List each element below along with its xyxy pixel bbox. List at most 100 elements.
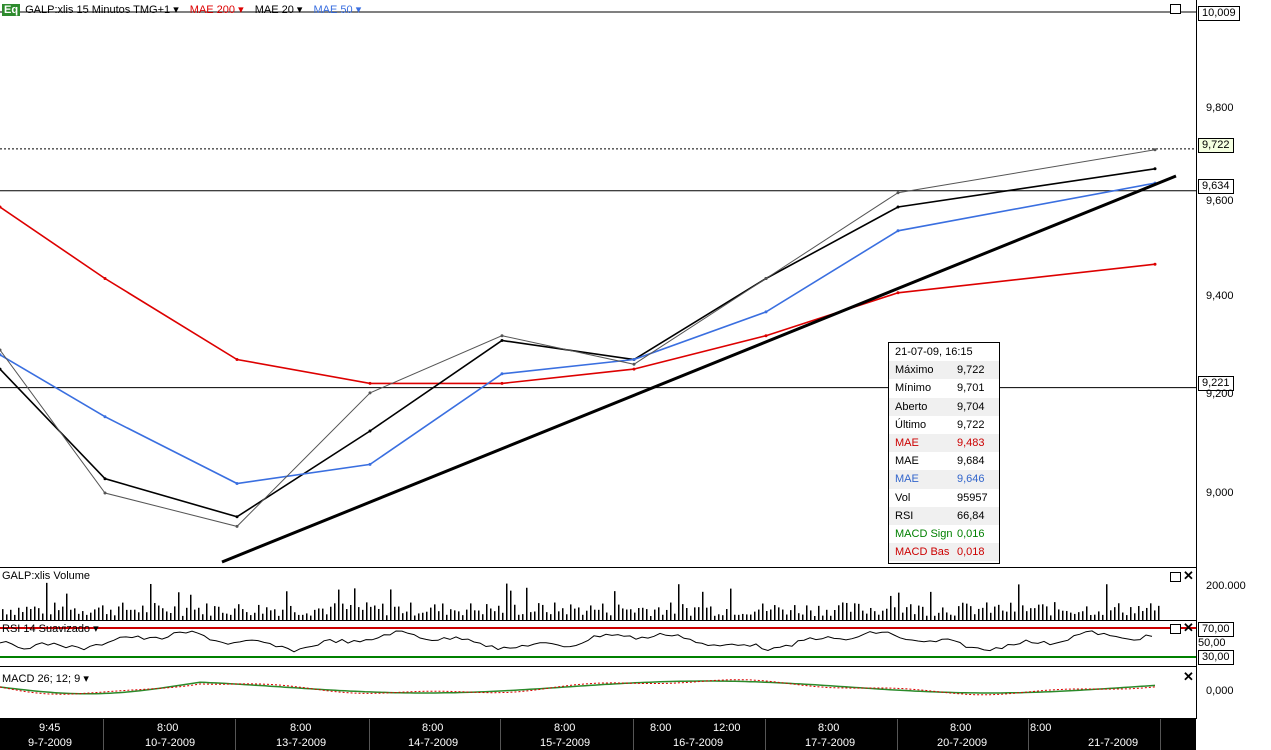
mae200-label[interactable]: MAE 200 (189, 4, 236, 16)
mae20-label[interactable]: MAE 20 (254, 4, 294, 16)
volume-bar (490, 608, 492, 620)
volume-bar (150, 583, 152, 620)
maximize-icon[interactable] (1170, 624, 1181, 634)
volume-bar (26, 606, 28, 620)
chevron-down-icon[interactable]: ▾ (83, 673, 89, 685)
close-icon[interactable]: ✕ (1183, 669, 1194, 684)
volume-bar (362, 609, 364, 620)
data-point (500, 334, 504, 338)
data-point (103, 277, 107, 280)
time-label: 9:45 (39, 722, 61, 734)
volume-bar (794, 605, 796, 620)
chevron-down-icon[interactable]: ▾ (296, 4, 303, 16)
volume-bar (162, 608, 164, 620)
volume-bar (950, 614, 952, 620)
volume-bar (206, 603, 208, 620)
volume-bar (294, 612, 296, 620)
volume-bar (782, 609, 784, 620)
close-icon[interactable]: ✕ (1183, 568, 1194, 583)
volume-bar (586, 610, 588, 620)
volume-bar (134, 609, 136, 620)
volume-bar (386, 615, 388, 620)
volume-bar (66, 593, 68, 620)
volume-bar (422, 612, 424, 620)
volume-bar (38, 608, 40, 620)
volume-bar (930, 591, 932, 620)
volume-bar (454, 610, 456, 620)
volume-bar (50, 614, 52, 620)
volume-bar (974, 614, 976, 620)
macd-bas-line (0, 679, 1156, 696)
volume-bar (258, 604, 260, 620)
price-tick: 9,600 (1206, 195, 1234, 207)
symbol-label[interactable]: GALP:xlis 15 Minutos TMG+1 (25, 4, 171, 16)
price-chart-svg (0, 11, 1196, 564)
volume-bar (626, 609, 628, 620)
chevron-down-icon[interactable]: ▾ (238, 4, 244, 16)
rsi-svg (0, 627, 1196, 658)
data-point (896, 191, 900, 195)
volume-bar (274, 609, 276, 620)
data-point (1153, 262, 1157, 266)
volume-bar (54, 602, 56, 620)
data-point (368, 391, 372, 395)
data-point (764, 277, 768, 280)
volume-bar (78, 613, 80, 620)
volume-bar (482, 614, 484, 620)
volume-bar (262, 613, 264, 620)
volume-bar (710, 606, 712, 620)
volume-bar (266, 607, 268, 620)
maximize-icon[interactable] (1170, 4, 1181, 14)
volume-bar (574, 608, 576, 620)
volume-bar (550, 614, 552, 620)
volume-bar (1050, 615, 1052, 620)
volume-bar (138, 612, 140, 620)
volume-bar (118, 606, 120, 620)
volume-bar (1122, 612, 1124, 620)
info-label: MAE (895, 455, 919, 468)
volume-bar (774, 605, 776, 620)
time-label: 8:00 (554, 722, 576, 734)
rsi-title-text[interactable]: RSI 14 Suavizado (2, 623, 91, 635)
volume-bar (1114, 607, 1116, 620)
chevron-down-icon[interactable]: ▾ (93, 623, 99, 635)
volume-bar (30, 609, 32, 620)
volume-bar (154, 603, 156, 620)
chevron-down-icon[interactable]: ▾ (173, 4, 179, 16)
volume-bar (1098, 611, 1100, 620)
chevron-down-icon[interactable]: ▾ (355, 4, 362, 16)
info-row: MAE 9,684 (889, 452, 999, 470)
data-point (632, 358, 636, 361)
volume-bar (938, 612, 940, 620)
volume-bar (682, 604, 684, 620)
volume-bar (282, 609, 284, 620)
data-point (235, 524, 239, 528)
macd-title-text[interactable]: MACD 26; 12; 9 (2, 673, 81, 685)
volume-bar (478, 610, 480, 620)
data-point (235, 482, 239, 485)
volume-bar (514, 604, 516, 620)
volume-bar (462, 615, 464, 620)
rsi-30-tag: 30,00 (1198, 650, 1234, 665)
volume-bar (678, 584, 680, 620)
volume-bar (106, 614, 108, 620)
volume-bar (822, 615, 824, 620)
data-point (235, 358, 239, 361)
volume-bar (1030, 608, 1032, 620)
volume-bar (458, 611, 460, 620)
mae50-label[interactable]: MAE 50 (313, 4, 353, 16)
volume-bar (670, 602, 672, 620)
volume-bar (886, 608, 888, 620)
close-icon[interactable]: ✕ (1183, 621, 1194, 635)
volume-bar (806, 605, 808, 620)
price-tick: 9,800 (1206, 102, 1234, 114)
volume-bar (158, 605, 160, 620)
volume-bar (338, 589, 340, 620)
volume-bar (1066, 610, 1068, 620)
volume-bar (558, 611, 560, 620)
volume-bar (142, 605, 144, 620)
macd-svg (0, 679, 1156, 696)
volume-bar (1082, 611, 1084, 620)
date-label: 16-7-2009 (673, 737, 724, 749)
maximize-icon[interactable] (1170, 572, 1181, 582)
